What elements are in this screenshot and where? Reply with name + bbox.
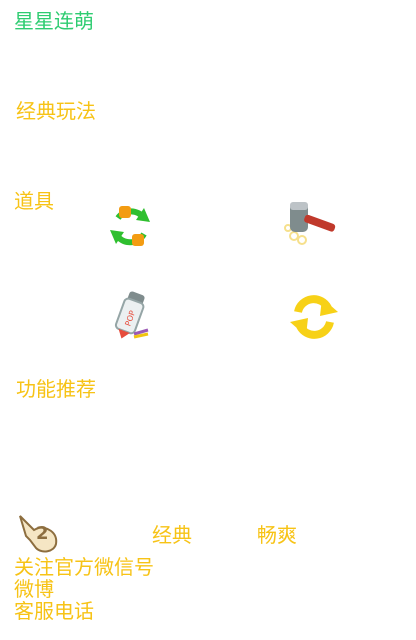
section-classic-play[interactable]: 经典玩法 (16, 99, 96, 123)
pointing-hand-icon[interactable]: 2 (16, 510, 62, 554)
customer-service-link[interactable]: 客服电话 (14, 599, 94, 623)
hammer-icon[interactable] (280, 196, 344, 250)
pop-marker-icon[interactable]: POP (108, 288, 152, 342)
section-props[interactable]: 道具 (14, 189, 54, 213)
refresh-icon[interactable] (286, 292, 342, 342)
tab-classic[interactable]: 经典 (152, 523, 192, 547)
hint-badge: 2 (36, 523, 49, 544)
section-recommend[interactable]: 功能推荐 (16, 377, 96, 401)
weibo-link[interactable]: 微博 (14, 577, 54, 601)
swap-icon[interactable] (104, 200, 156, 252)
app-title: 星星连萌 (14, 9, 94, 33)
tab-smooth[interactable]: 畅爽 (257, 523, 297, 547)
follow-wechat-link[interactable]: 关注官方微信号 (14, 555, 154, 579)
